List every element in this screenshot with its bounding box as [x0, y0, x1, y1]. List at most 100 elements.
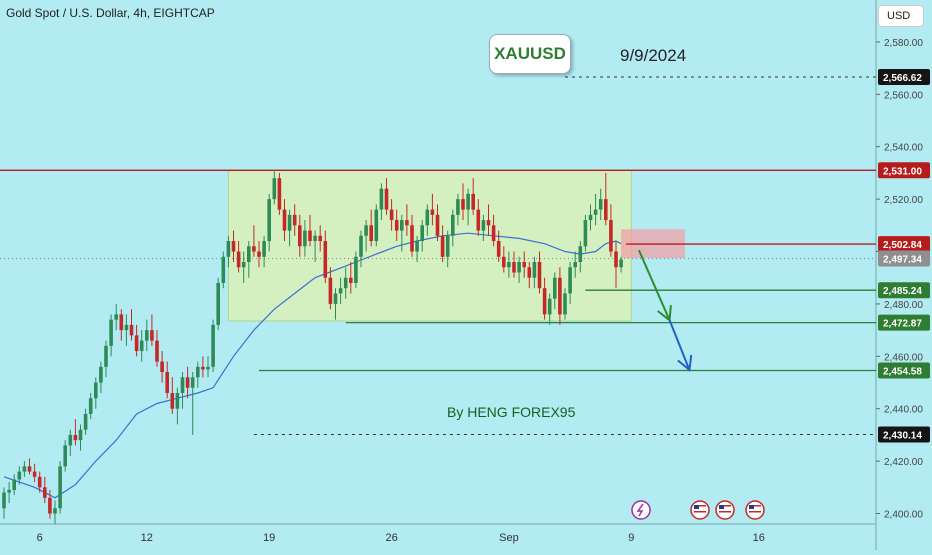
candle-body	[180, 377, 185, 393]
candle-body	[282, 209, 287, 231]
candle-body	[354, 256, 358, 283]
candle-body	[221, 256, 226, 283]
candle-body	[287, 214, 292, 231]
candle-body	[313, 235, 317, 242]
candle-body	[22, 466, 27, 472]
candle-body	[486, 220, 491, 226]
price-level-tag-label: 2,566.62	[883, 73, 922, 84]
price-scale[interactable]	[876, 0, 932, 550]
candle-body	[369, 225, 373, 242]
y-tick-label: 2,480.00	[884, 300, 923, 311]
candle-body	[211, 324, 215, 367]
candle-body	[201, 366, 205, 370]
candle-body	[308, 230, 312, 242]
candle-body	[384, 188, 389, 210]
candle-body	[17, 471, 22, 480]
flag-stripe	[719, 511, 731, 513]
candle-body	[614, 251, 618, 268]
candle-body	[425, 209, 430, 226]
flag-canton	[694, 505, 699, 509]
y-tick-label: 2,400.00	[884, 510, 923, 521]
candle-body	[532, 262, 537, 278]
y-tick-label: 2,460.00	[884, 352, 923, 363]
candle-body	[170, 393, 175, 409]
candle-body	[512, 262, 516, 273]
price-level-tag-label: 2,430.14	[883, 431, 922, 442]
price-level-tag	[878, 68, 930, 85]
candle-body	[558, 277, 562, 315]
us-flag-icon[interactable]	[715, 500, 735, 520]
candle-body	[58, 466, 62, 509]
candle-body	[593, 209, 598, 215]
price-level-tag-label: 2,472.87	[883, 319, 922, 330]
green-arrow	[638, 249, 671, 321]
candle-body	[68, 434, 73, 446]
candle-body	[481, 220, 486, 231]
x-tick-label: 6	[37, 532, 43, 544]
currency-button[interactable]: USD	[878, 5, 924, 27]
price-level-tag-label: 2,485.24	[883, 286, 922, 297]
candle-body	[175, 393, 180, 409]
candle-body	[124, 324, 129, 331]
candle-body	[160, 361, 164, 373]
candle-body	[445, 235, 450, 257]
candle-body	[619, 259, 623, 268]
blue-arrow-head	[677, 354, 693, 372]
candle-body	[247, 246, 251, 262]
candle-body	[134, 335, 139, 352]
candle-body	[292, 214, 297, 226]
x-tick-label: 12	[141, 532, 153, 544]
candle-body	[53, 508, 57, 514]
candle-body	[272, 178, 277, 200]
candle-body	[73, 434, 78, 441]
candle-body	[359, 235, 363, 257]
lightning-icon[interactable]	[631, 500, 651, 520]
candle-body	[2, 492, 6, 509]
candle-body	[553, 277, 557, 299]
candle-body	[374, 209, 379, 242]
us-flag-icon[interactable]	[745, 500, 765, 520]
candle-body	[400, 220, 404, 231]
candle-body	[262, 241, 266, 257]
candle-body	[537, 262, 542, 289]
us-flag-icon[interactable]	[690, 500, 710, 520]
candle-body	[394, 220, 399, 231]
candle-body	[415, 241, 419, 252]
candle-body	[216, 282, 220, 325]
y-tick-label: 2,540.00	[884, 143, 923, 154]
flag-stripe	[694, 508, 706, 510]
flag-canton	[749, 505, 754, 509]
date-label: 9/9/2024	[620, 46, 687, 65]
y-tick-label: 2,580.00	[884, 38, 923, 49]
candle-body	[461, 199, 465, 210]
flag-stripe	[719, 514, 731, 516]
candle-body	[150, 330, 154, 341]
candle-body	[27, 466, 32, 472]
blue-arrow	[668, 319, 691, 371]
candle-body	[451, 214, 455, 236]
flag-stripe	[749, 514, 761, 516]
candle-body	[328, 277, 333, 304]
price-level-tag-label: 2,454.58	[883, 367, 922, 378]
candle-body	[129, 324, 134, 336]
lightning-bolt	[636, 503, 644, 517]
symbol-label-box: XAUUSD	[489, 34, 571, 74]
flag-stripe	[749, 511, 761, 513]
candle-body	[267, 199, 271, 242]
candle-body	[119, 314, 124, 331]
candle-body	[598, 199, 603, 210]
author-label: By HENG FOREX95	[447, 404, 576, 420]
candle-body	[277, 178, 282, 210]
candle-body	[318, 235, 322, 242]
candle-body	[491, 225, 496, 242]
price-level-tag-label: 2,502.84	[883, 240, 922, 251]
candle-body	[226, 241, 231, 257]
flag-stripe	[694, 511, 706, 513]
price-level-tag	[878, 282, 930, 299]
flag-stripe	[694, 514, 706, 516]
y-tick-label: 2,440.00	[884, 405, 923, 416]
price-level-tag	[878, 250, 930, 267]
candle-body	[364, 225, 368, 236]
